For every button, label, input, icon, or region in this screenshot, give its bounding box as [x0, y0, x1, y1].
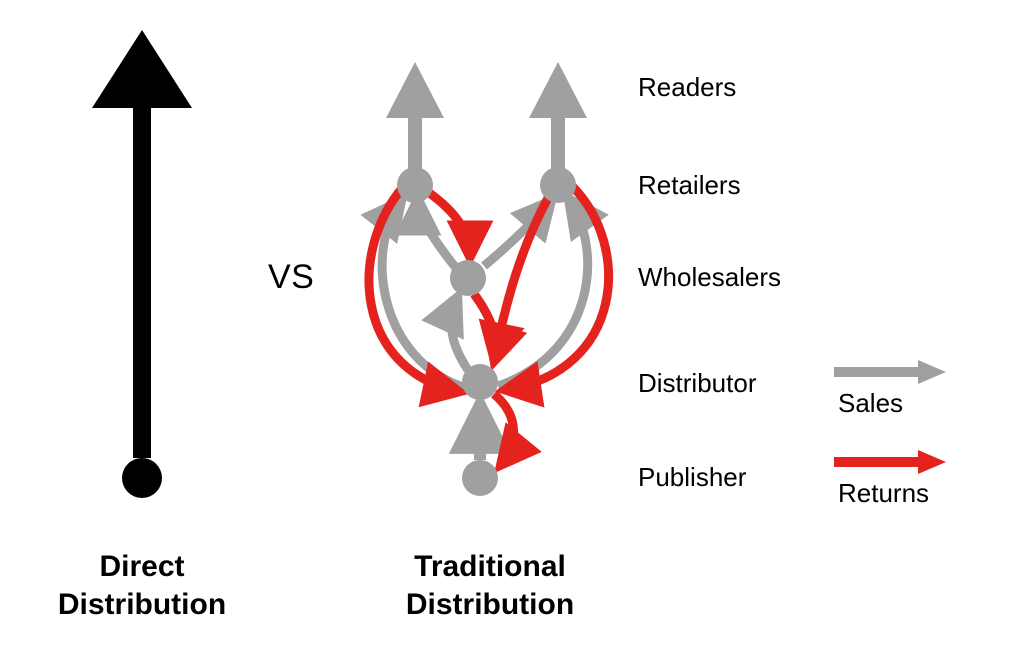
legend-returns-label: Returns — [838, 478, 929, 509]
caption-direct-l2: Distribution — [58, 588, 226, 621]
caption-traditional-l2: Distribution — [406, 588, 574, 621]
node-distributor — [462, 364, 498, 400]
node-wholesaler — [450, 260, 486, 296]
legend-sales-icon — [830, 352, 970, 392]
diagram-stage: { "canvas": { "width": 1012, "height": 6… — [0, 0, 1012, 656]
node-publisher — [462, 460, 498, 496]
label-retailers: Retailers — [638, 170, 741, 201]
legend-returns-icon — [830, 442, 970, 482]
label-publisher: Publisher — [638, 462, 746, 493]
label-distributor: Distributor — [638, 368, 756, 399]
legend-sales-label: Sales — [838, 388, 903, 419]
label-wholesalers: Wholesalers — [638, 262, 781, 293]
label-readers: Readers — [638, 72, 736, 103]
reader-arrow-right — [529, 62, 587, 170]
reader-arrow-left — [386, 62, 444, 170]
caption-traditional-l1: Traditional — [414, 550, 566, 583]
node-retailer-right — [540, 167, 576, 203]
node-retailer-left — [397, 167, 433, 203]
caption-direct: Direct Distribution — [42, 548, 242, 623]
caption-traditional: Traditional Distribution — [380, 548, 600, 623]
caption-direct-l1: Direct — [99, 550, 184, 583]
